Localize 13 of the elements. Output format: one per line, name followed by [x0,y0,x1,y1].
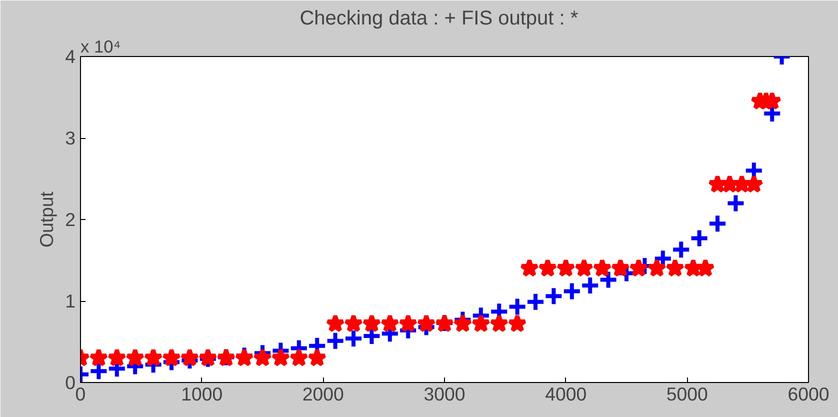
text: x 10⁴ [80,36,121,56]
x-tick-label: 4000 [545,384,587,404]
y-axis-title: Output [36,190,58,248]
x-tick-label: 1000 [181,384,223,404]
x-tick-label: 6000 [788,384,830,404]
chart-title: Checking data : + FIS output : * [300,8,578,30]
y-tick-label: 2 [65,209,76,230]
y-tick-label: 4 [65,46,76,67]
x-tick-label: 5000 [666,384,708,404]
y-tick-label: 1 [65,290,76,312]
x-tick-label: 2000 [302,384,344,404]
y-tick-label: 3 [65,128,76,148]
x-tick-label: 3000 [424,384,466,404]
